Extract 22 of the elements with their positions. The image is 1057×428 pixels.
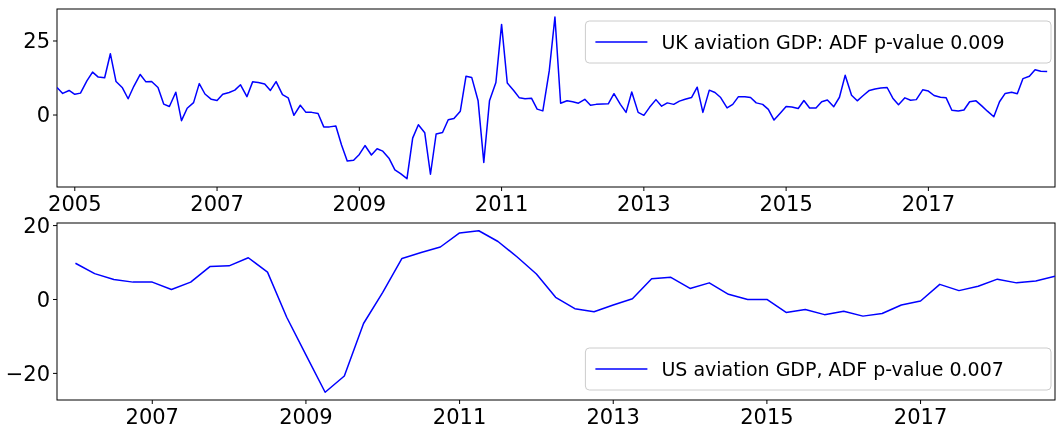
line-series [57, 16, 1048, 180]
x-tick-label: 2013 [617, 192, 671, 216]
x-tick-label: 2009 [332, 192, 387, 216]
x-tick-label: 2015 [740, 405, 794, 428]
x-tick-label: 2013 [586, 405, 640, 428]
legend-label: UK aviation GDP: ADF p-value 0.009 [661, 30, 1005, 53]
x-tick-label: 2009 [279, 405, 333, 428]
x-tick-label: 2005 [48, 192, 102, 216]
x-tick-label: 2011 [474, 192, 529, 216]
y-tick-label: −20 [5, 361, 50, 386]
x-tick-label: 2007 [125, 405, 179, 428]
y-tick-label: 25 [23, 29, 50, 54]
x-tick-label: 2015 [759, 192, 813, 216]
legend-label: US aviation GDP, ADF p-value 0.007 [661, 357, 1004, 380]
x-tick-label: 2017 [901, 192, 956, 216]
y-tick-label: 20 [23, 213, 50, 238]
y-tick-label: 0 [36, 287, 50, 312]
x-tick-label: 2017 [893, 405, 948, 428]
y-tick-label: 0 [36, 103, 50, 128]
line-series [74, 230, 1055, 393]
x-tick-label: 2011 [432, 405, 487, 428]
x-tick-label: 2007 [190, 192, 244, 216]
